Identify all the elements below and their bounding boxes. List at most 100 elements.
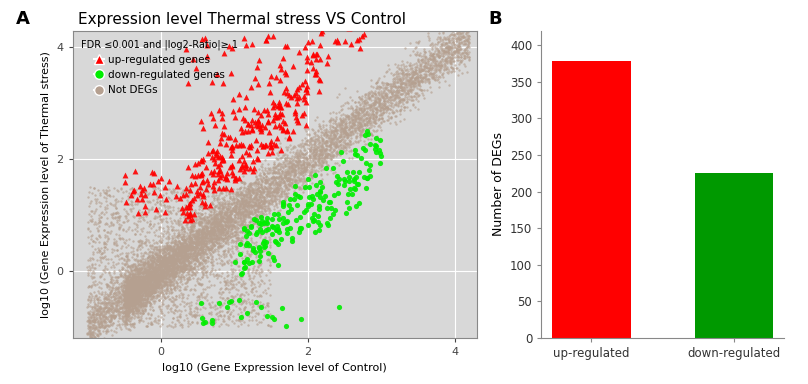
Point [188,233,201,239]
Point [260,205,273,211]
Point [161,271,174,277]
Point [248,202,261,209]
Point [243,210,256,216]
Point [129,291,142,297]
Point [343,114,356,121]
Point [247,195,260,202]
Point [285,146,298,152]
Point [135,238,148,244]
Point [121,295,134,301]
Point [325,205,338,212]
Point [284,171,297,177]
Point [229,206,242,212]
Point [113,301,126,308]
Point [192,229,205,235]
Point [166,254,179,260]
Point [125,307,138,313]
Point [149,268,162,274]
Point [236,280,249,286]
Point [393,98,406,104]
Point [211,221,224,227]
Point [183,248,196,254]
Point [221,215,234,221]
Point [400,84,413,90]
Point [237,205,250,211]
Point [177,249,190,255]
Point [271,174,284,180]
Point [251,175,264,182]
Point [191,234,204,240]
Point [144,288,157,294]
Point [410,74,423,80]
Point [123,306,136,312]
Point [236,189,249,195]
Point [194,241,207,247]
Point [84,266,97,273]
Point [119,311,132,317]
Point [333,115,346,121]
Point [127,292,140,298]
Point [351,111,364,117]
Point [122,293,135,299]
Point [214,312,227,318]
Point [82,283,95,289]
Point [129,278,142,284]
Point [263,200,276,207]
Point [197,238,210,245]
Point [92,279,105,285]
Point [142,223,155,229]
Point [124,294,137,300]
Point [335,131,347,137]
Point [124,300,137,306]
Point [418,75,431,81]
Point [248,179,261,185]
Point [148,286,161,293]
Point [151,265,164,271]
Point [416,86,429,93]
Point [161,266,174,272]
Point [95,320,108,326]
Point [152,272,165,278]
Point [202,230,215,236]
Point [128,274,141,280]
Point [233,209,246,215]
Point [255,232,267,238]
Point [377,118,390,124]
Point [191,230,204,236]
Point [423,56,436,62]
Point [129,293,142,299]
Point [360,132,373,138]
Point [151,292,164,298]
Point [224,209,237,215]
Point [134,269,147,275]
Point [393,78,406,84]
Point [148,271,161,277]
Point [182,247,195,253]
Point [178,228,191,234]
Point [119,295,132,301]
Point [150,193,163,199]
Point [329,118,342,124]
Point [291,174,304,180]
Point [150,292,163,298]
Point [258,196,271,202]
Point [190,228,203,234]
Point [221,202,234,209]
Point [229,209,242,215]
Point [130,283,143,289]
Point [167,276,180,282]
Point [138,260,151,266]
Point [321,140,334,146]
Point [171,241,184,247]
Point [170,265,183,271]
Point [215,214,228,220]
Point [183,310,196,316]
Point [188,247,201,253]
Point [181,275,194,281]
Point [208,235,221,241]
Point [444,20,457,26]
Point [339,125,352,131]
Point [130,228,143,234]
Point [160,259,173,265]
Point [331,150,344,156]
